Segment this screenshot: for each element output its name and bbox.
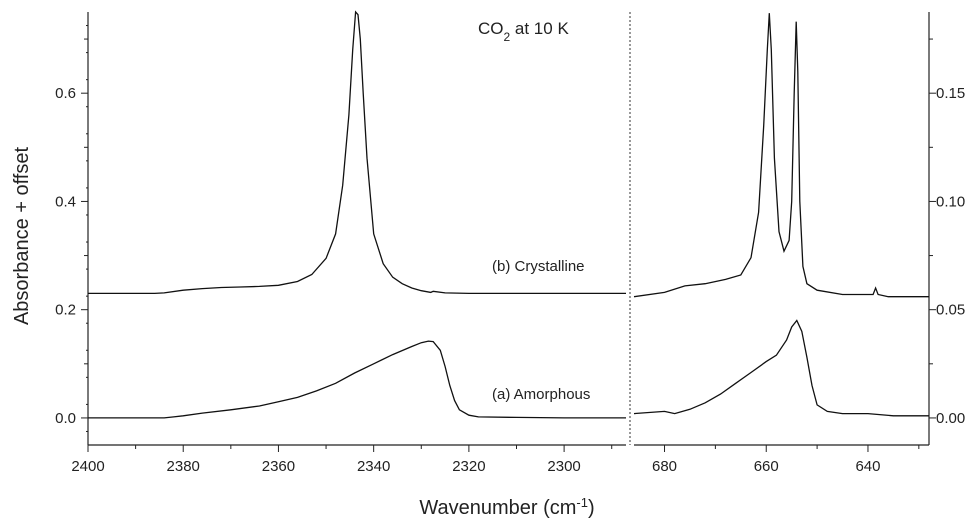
right-y-tick-label: 0.05 [936,302,965,319]
left-x-tick-label: 2320 [452,458,485,475]
tick-layer: 2400 2380 2360 2340 2320 2300 680 660 640 0.0 0.2 0… [55,25,965,475]
left-y-tick-label: 0.4 [55,193,76,210]
left-x-tick-label: 2300 [547,458,580,475]
right-x-tick-label: 640 [855,458,880,475]
chart-title: CO2 at 10 K [478,19,569,44]
x-axis-title: Wavenumber (cm-1) [419,495,594,520]
series-label-crystalline: (b) Crystalline [492,258,585,275]
series-line-crystalline-stretch [88,10,626,295]
left-x-tick-label: 2360 [262,458,295,475]
series-line-amorphous-stretch [88,340,626,419]
left-x-tick-label: 2380 [167,458,200,475]
left-x-tick-label: 2340 [357,458,390,475]
right-y-tick-label: 0.00 [936,410,965,427]
right-y-tick-label: 0.10 [936,193,965,210]
right-x-tick-label: 680 [652,458,677,475]
left-y-tick-label: 0.2 [55,302,76,319]
left-y-tick-label: 0.6 [55,85,76,102]
y-axis-title: Absorbance + offset [11,147,33,326]
series-line-amorphous-bend [633,319,929,417]
plot-layer [87,10,930,446]
left-x-tick-label: 2400 [71,458,104,475]
right-x-tick-label: 660 [754,458,779,475]
left-y-tick-label: 0.0 [55,410,76,427]
right-y-tick-label: 0.15 [936,85,965,102]
series-label-amorphous: (a) Amorphous [492,386,590,403]
series-line-crystalline-bend [633,13,929,298]
